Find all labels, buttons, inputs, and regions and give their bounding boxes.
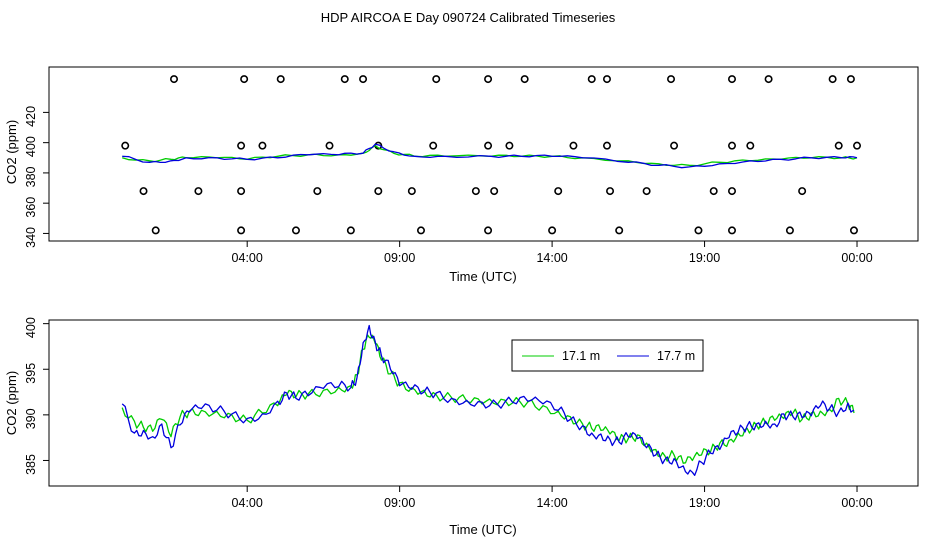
calibration-point	[194, 187, 203, 196]
calibration-point	[237, 187, 246, 196]
calibration-point	[505, 141, 514, 150]
calibration-point	[846, 75, 855, 84]
bottom-x-tick-label: 04:00	[232, 496, 263, 510]
calibration-point	[374, 187, 383, 196]
calibration-point	[139, 187, 148, 196]
calibration-point	[313, 187, 322, 196]
bottom-x-tick-label: 00:00	[841, 496, 872, 510]
bottom-x-axis: 04:00 09:00 14:00 19:00 00:00	[232, 486, 873, 510]
top-series-17-7-m	[122, 143, 858, 169]
top-y-tick-label: 360	[24, 197, 38, 218]
calibration-point	[416, 226, 425, 235]
bottom-x-tick-label: 19:00	[689, 496, 720, 510]
bottom-panel: 04:00 09:00 14:00 19:00 00:00 385 390 395 400 T…	[4, 317, 919, 537]
calibration-point	[258, 141, 267, 150]
calibration-point	[340, 75, 349, 84]
calibration-point	[764, 75, 773, 84]
calibration-point	[554, 187, 563, 196]
calibration-point	[728, 141, 737, 150]
calibration-point	[615, 226, 624, 235]
calibration-point	[484, 141, 493, 150]
calibration-point	[746, 141, 755, 150]
top-x-tick-label: 04:00	[232, 251, 263, 265]
bottom-y-tick-label: 385	[24, 454, 38, 475]
calibration-point	[670, 141, 679, 150]
top-x-tick-label: 09:00	[384, 251, 415, 265]
calibration-point	[429, 141, 438, 150]
top-y-axis-label: CO2 (ppm)	[4, 120, 19, 184]
calibration-point	[170, 75, 179, 84]
top-x-tick-label: 19:00	[689, 251, 720, 265]
calibration-point	[709, 187, 718, 196]
top-plot-frame	[48, 66, 919, 242]
calibration-point	[728, 75, 737, 84]
calibration-point	[237, 226, 246, 235]
bottom-series-17-1-m	[121, 334, 855, 464]
calibration-point	[240, 75, 249, 84]
calibration-point	[237, 141, 246, 150]
top-y-tick-label: 420	[24, 106, 38, 127]
calibration-point	[490, 187, 499, 196]
top-y-tick-label: 400	[24, 136, 38, 157]
calibration-point	[151, 226, 160, 235]
legend-label-17-7m: 17.7 m	[657, 349, 695, 363]
bottom-y-tick-label: 390	[24, 408, 38, 429]
top-y-tick-label: 340	[24, 227, 38, 248]
top-panel: 04:00 09:00 14:00 19:00 00:00 340 360 380 400 42…	[4, 66, 919, 284]
calibration-point	[520, 75, 529, 84]
calibration-point	[849, 226, 858, 235]
calibration-point	[484, 75, 493, 84]
calibration-point	[728, 187, 737, 196]
calibration-point	[587, 75, 596, 84]
top-x-axis: 04:00 09:00 14:00 19:00 00:00	[232, 241, 873, 265]
bottom-x-tick-label: 09:00	[384, 496, 415, 510]
legend-label-17-1m: 17.1 m	[562, 349, 600, 363]
bottom-series-17-7-m	[121, 324, 855, 476]
top-x-tick-label: 00:00	[841, 251, 872, 265]
calibration-point	[785, 226, 794, 235]
chart-title: HDP AIRCOA E Day 090724 Calibrated Times…	[321, 10, 616, 25]
calibration-point	[602, 141, 611, 150]
top-y-axis: 340 360 380 400 420	[24, 106, 49, 248]
legend: 17.1 m 17.7 m	[511, 339, 704, 372]
calibration-point	[853, 141, 862, 150]
calibration-point	[484, 226, 493, 235]
calibration-point	[407, 187, 416, 196]
top-y-tick-label: 380	[24, 166, 38, 187]
calibration-point	[602, 75, 611, 84]
calibration-point	[359, 75, 368, 84]
calibration-point	[798, 187, 807, 196]
top-calibration-points	[121, 75, 862, 235]
bottom-y-axis-label: CO2 (ppm)	[4, 371, 19, 435]
calibration-point	[667, 75, 676, 84]
calibration-point	[121, 141, 130, 150]
calibration-point	[432, 75, 441, 84]
bottom-y-axis: 385 390 395 400	[24, 317, 49, 475]
calibration-point	[606, 187, 615, 196]
bottom-x-axis-label: Time (UTC)	[449, 522, 516, 537]
top-x-tick-label: 14:00	[536, 251, 567, 265]
bottom-series-lines	[121, 324, 855, 476]
calibration-point	[828, 75, 837, 84]
bottom-x-tick-label: 14:00	[536, 496, 567, 510]
calibration-point	[694, 226, 703, 235]
calibration-point	[325, 141, 334, 150]
calibration-point	[291, 226, 300, 235]
calibration-point	[276, 75, 285, 84]
calibration-point	[548, 226, 557, 235]
calibration-point	[728, 226, 737, 235]
bottom-y-tick-label: 395	[24, 363, 38, 384]
top-series-lines	[122, 143, 858, 169]
bottom-plot-frame	[48, 319, 919, 487]
calibration-point	[346, 226, 355, 235]
top-x-axis-label: Time (UTC)	[449, 269, 516, 284]
calibration-point	[569, 141, 578, 150]
calibration-point	[471, 187, 480, 196]
bottom-y-tick-label: 400	[24, 317, 38, 338]
calibration-point	[642, 187, 651, 196]
calibration-point	[834, 141, 843, 150]
